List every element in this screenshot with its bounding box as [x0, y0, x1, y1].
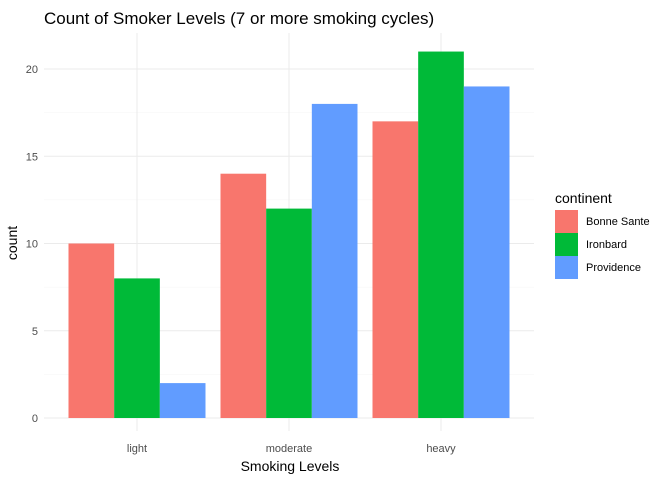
bar-light-ironbard — [114, 278, 160, 418]
bar-moderate-providence — [311, 103, 358, 419]
x-tick-label-light: light — [127, 443, 147, 455]
chart-title: Count of Smoker Levels (7 or more smokin… — [44, 9, 434, 28]
y-axis-title: count — [4, 226, 20, 260]
x-axis-title: Smoking Levels — [241, 458, 340, 474]
legend-key-providence — [555, 256, 578, 279]
y-tick-label-4: 20 — [26, 64, 38, 76]
plot-bars — [68, 51, 510, 419]
bar-moderate-bonne-sante — [220, 173, 267, 418]
legend-label-bonne-sante: Bonne Sante — [586, 216, 650, 228]
bar-light-bonne-sante — [68, 243, 115, 418]
legend-label-providence: Providence — [586, 262, 641, 274]
bar-light-providence — [159, 383, 206, 418]
legend-label-ironbard: Ironbard — [586, 239, 627, 251]
bar-heavy-ironbard — [418, 51, 464, 419]
y-axis-ticks: 0 5 10 15 20 — [26, 64, 38, 425]
legend-key-ironbard — [555, 233, 578, 256]
y-tick-label-0: 0 — [32, 413, 38, 425]
x-axis-ticks: light moderate heavy — [127, 443, 456, 455]
legend-title: continent — [555, 190, 612, 206]
y-tick-label-3: 15 — [26, 151, 38, 163]
bar-heavy-bonne-sante — [372, 121, 419, 418]
y-tick-label-2: 10 — [26, 239, 38, 251]
legend: continent Bonne Sante Ironbard Providence — [555, 190, 650, 279]
bar-heavy-providence — [463, 86, 510, 418]
x-tick-label-heavy: heavy — [426, 443, 456, 455]
y-tick-label-1: 5 — [32, 326, 38, 338]
legend-items: Bonne Sante Ironbard Providence — [555, 210, 650, 279]
x-tick-label-moderate: moderate — [266, 443, 312, 455]
bar-moderate-ironbard — [266, 208, 312, 418]
legend-key-bonne-sante — [555, 210, 578, 233]
